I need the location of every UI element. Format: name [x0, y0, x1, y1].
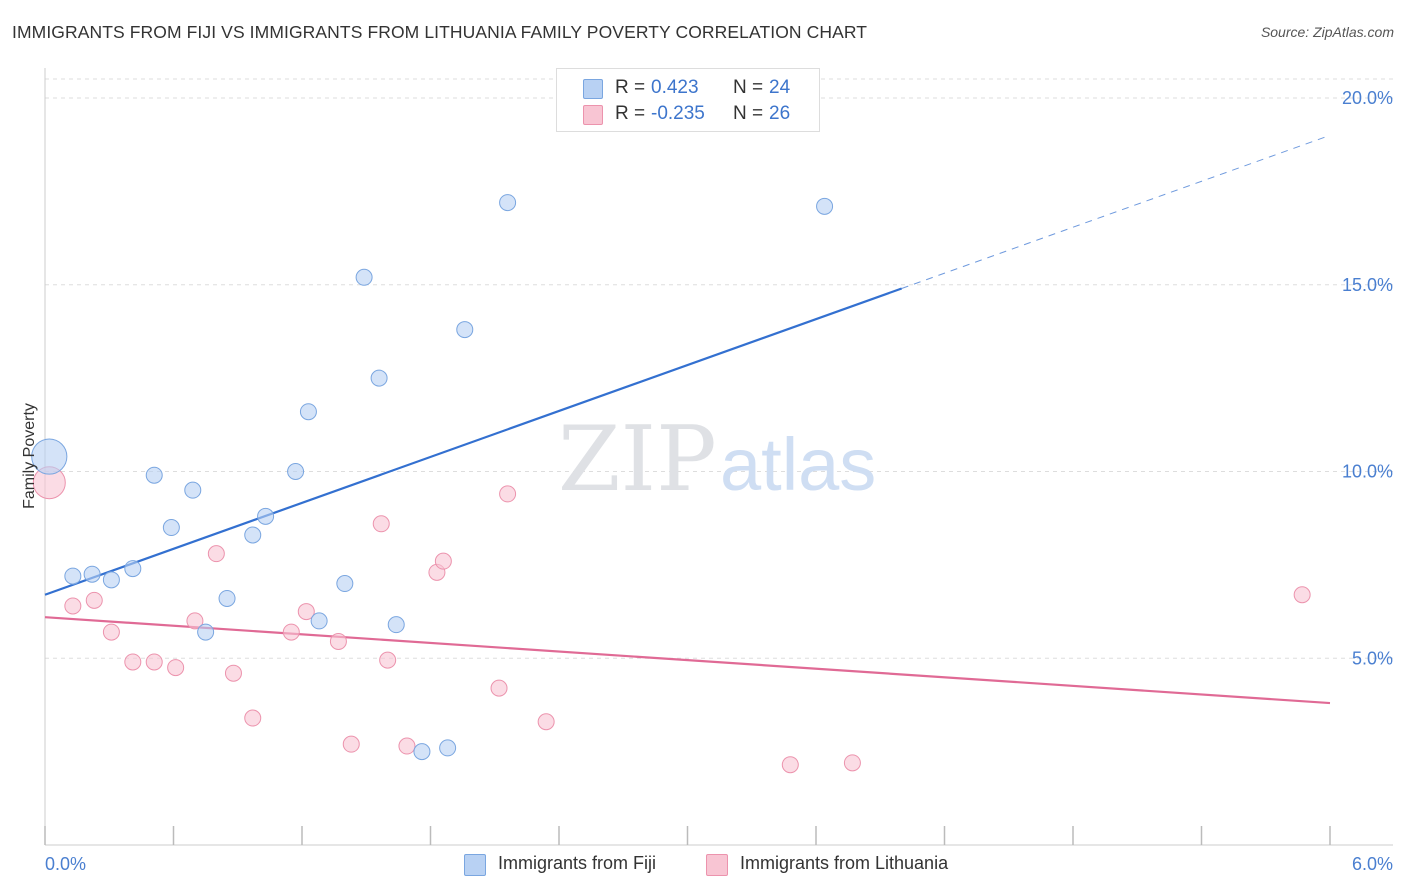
- y-tick-label: 20.0%: [1342, 88, 1393, 108]
- legend-swatch-fiji: [583, 79, 603, 99]
- bottom-legend-label-lithuania: Immigrants from Lithuania: [740, 853, 949, 873]
- legend-r-label: R =: [615, 77, 646, 98]
- data-point-lithuania: [372, 515, 390, 533]
- data-point-fiji: [816, 197, 834, 215]
- data-point-lithuania: [244, 709, 262, 727]
- watermark-atlas: atlas: [720, 423, 876, 506]
- data-point-fiji: [370, 369, 388, 387]
- data-point-fiji: [355, 268, 373, 286]
- legend-n-value-lithuania: 26: [769, 103, 791, 124]
- data-point-fiji: [413, 743, 431, 761]
- data-point-lithuania: [124, 653, 142, 671]
- bottom-legend-label-fiji: Immigrants from Fiji: [498, 853, 657, 873]
- data-point-lithuania: [145, 653, 163, 671]
- data-point-lithuania: [167, 659, 185, 677]
- trend-line-fiji: [44, 287, 903, 596]
- gridlines: [45, 78, 1393, 659]
- x-tick-label: 6.0%: [1352, 854, 1393, 874]
- legend-r-label: R =: [615, 103, 646, 124]
- data-point-fiji: [456, 321, 474, 339]
- chart-title: IMMIGRANTS FROM FIJI VS IMMIGRANTS FROM …: [12, 22, 868, 42]
- y-tick-label: 10.0%: [1342, 462, 1393, 482]
- x-tick-label: 0.0%: [45, 854, 86, 874]
- data-point-lithuania: [537, 713, 555, 731]
- data-point-fiji: [310, 612, 328, 630]
- y-tick-label: 15.0%: [1342, 275, 1393, 295]
- data-point-lithuania: [843, 754, 861, 772]
- data-point-lithuania: [1293, 586, 1311, 604]
- data-point-fiji: [83, 565, 101, 583]
- y-axis-label: Family Poverty: [21, 403, 38, 509]
- data-point-lithuania: [490, 679, 508, 697]
- data-point-fiji: [287, 463, 305, 480]
- data-point-lithuania: [64, 597, 82, 615]
- data-point-fiji: [184, 481, 202, 499]
- data-point-lithuania: [379, 651, 397, 669]
- legend-swatch-lithuania: [583, 105, 603, 125]
- data-point-lithuania: [398, 737, 416, 755]
- data-point-lithuania: [282, 623, 300, 641]
- legend-r-value-lithuania: -0.235: [651, 103, 705, 124]
- data-point-lithuania: [329, 632, 347, 650]
- data-point-fiji: [145, 466, 163, 484]
- y-tick-label: 5.0%: [1352, 648, 1393, 668]
- data-point-lithuania: [224, 664, 242, 682]
- axes: [44, 68, 1393, 846]
- bottom-legend-swatch-lithuania: [706, 854, 728, 876]
- data-point-fiji: [31, 438, 68, 475]
- data-point-lithuania: [85, 591, 103, 609]
- watermark: ZIP atlas: [558, 407, 876, 512]
- data-point-fiji: [257, 507, 275, 525]
- correlation-legend: R = 0.423 N = 24 R = -0.235 N = 26: [556, 68, 820, 132]
- data-point-fiji: [499, 194, 517, 212]
- data-point-fiji: [336, 575, 354, 593]
- data-point-lithuania: [434, 552, 452, 570]
- bottom-legend-swatch-fiji: [464, 854, 486, 876]
- trend-lines: [44, 134, 1331, 705]
- data-points: [31, 194, 1311, 774]
- data-point-fiji: [124, 560, 142, 578]
- chart-source: Source: ZipAtlas.com: [1260, 24, 1394, 40]
- legend-n-value-fiji: 24: [769, 77, 791, 98]
- data-point-lithuania: [186, 612, 204, 630]
- data-point-fiji: [299, 403, 317, 421]
- data-point-fiji: [162, 519, 180, 537]
- trend-line-lithuania: [44, 616, 1331, 705]
- data-point-lithuania: [207, 545, 225, 563]
- legend-n-label: N =: [733, 77, 764, 98]
- legend-n-label: N =: [733, 103, 764, 124]
- data-point-fiji: [387, 616, 405, 634]
- data-point-fiji: [102, 571, 120, 589]
- tick-labels: 5.0% 10.0% 15.0% 20.0% 0.0% 6.0%: [45, 88, 1393, 874]
- data-point-fiji: [64, 567, 82, 585]
- data-point-fiji: [197, 623, 215, 641]
- data-point-lithuania: [102, 623, 120, 641]
- data-point-lithuania: [297, 603, 315, 621]
- legend-r-value-fiji: 0.423: [651, 77, 699, 98]
- data-point-lithuania: [342, 735, 360, 753]
- data-point-lithuania: [499, 485, 517, 503]
- data-point-fiji: [244, 526, 262, 544]
- data-point-fiji: [218, 589, 236, 607]
- watermark-zip: ZIP: [558, 407, 717, 512]
- data-point-lithuania: [781, 756, 799, 774]
- trend-line-fiji-extension: [901, 134, 1331, 289]
- data-point-fiji: [439, 739, 457, 757]
